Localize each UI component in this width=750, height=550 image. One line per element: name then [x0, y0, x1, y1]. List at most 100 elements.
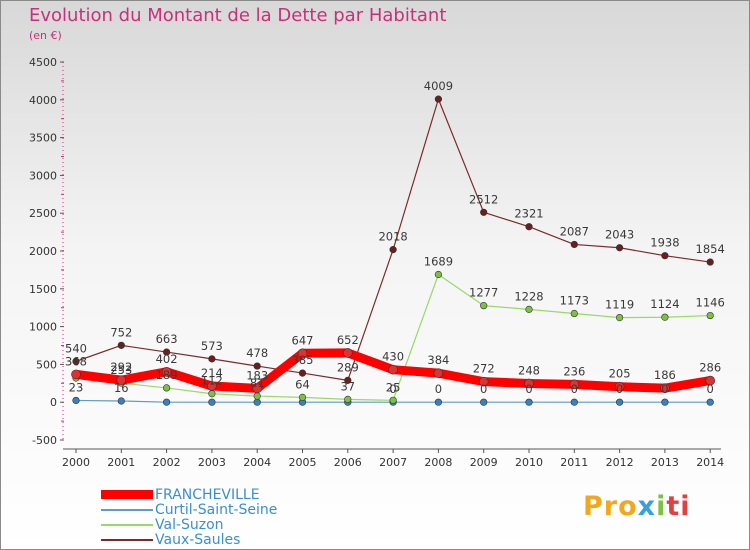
data-point [72, 357, 80, 365]
chart-title: Evolution du Montant de la Dette par Hab… [29, 5, 447, 26]
data-label: 430 [382, 350, 404, 364]
data-label: 368 [65, 354, 87, 368]
data-label: 272 [473, 362, 495, 376]
data-point [344, 395, 352, 404]
data-label: 0 [389, 382, 396, 396]
data-label: 1854 [696, 242, 725, 256]
data-point [208, 398, 216, 406]
data-label: 253 [110, 363, 132, 377]
x-tick-label: 2000 [62, 456, 90, 469]
data-label: 37 [340, 379, 355, 393]
data-point [117, 397, 125, 405]
x-tick-label: 2002 [153, 456, 181, 469]
data-point [163, 348, 171, 356]
data-label: 1938 [650, 236, 679, 250]
data-point [298, 369, 307, 377]
data-point [116, 375, 127, 385]
legend-item: Val-Suzon [101, 517, 277, 533]
data-label: 183 [246, 368, 268, 382]
data-label: 385 [292, 353, 314, 367]
data-point [298, 393, 307, 401]
data-label: 16 [114, 381, 129, 395]
data-label: 214 [201, 366, 223, 380]
data-label: 186 [654, 368, 676, 382]
data-point [705, 375, 716, 386]
data-point [253, 398, 261, 406]
data-label: 0 [707, 382, 714, 396]
y-tick-label: 0 [50, 396, 57, 409]
data-label: 189 [156, 368, 178, 382]
legend-label: FRANCHEVILLE [155, 486, 260, 503]
data-label: 292 [110, 360, 132, 374]
x-tick-label: 2007 [379, 456, 407, 469]
legend-label: Vaux-Saules [155, 531, 241, 548]
legend-swatch [101, 538, 153, 541]
data-label: 1277 [469, 286, 498, 300]
data-point [569, 379, 580, 390]
data-point [434, 95, 443, 103]
data-label: 23 [69, 380, 84, 394]
data-label: 573 [201, 339, 223, 353]
legend-item: Curtil-Saint-Seine [101, 501, 278, 518]
data-label: 2043 [605, 228, 634, 242]
data-label: 663 [156, 332, 178, 346]
proxiti-logo: Proxiti [583, 491, 691, 522]
data-label: 25 [386, 380, 401, 394]
data-point [389, 396, 397, 404]
data-label: 205 [609, 367, 631, 381]
data-label: 64 [295, 377, 310, 391]
data-label: 0 [525, 382, 532, 396]
x-tick-label: 2011 [560, 456, 588, 469]
data-label: 1173 [560, 294, 589, 308]
data-point [525, 223, 533, 231]
y-tick-label: 2500 [29, 207, 57, 220]
data-label: 236 [563, 364, 585, 378]
data-point [661, 398, 669, 406]
legend-swatch [101, 508, 153, 511]
data-label: 1146 [696, 296, 725, 310]
data-label: 0 [661, 382, 668, 396]
legend-label: Curtil-Saint-Seine [155, 501, 278, 518]
data-point [661, 252, 669, 260]
data-point [660, 383, 670, 393]
data-point [615, 398, 624, 406]
data-point [434, 398, 443, 406]
data-point [161, 367, 172, 377]
data-point [614, 381, 625, 392]
data-point [297, 348, 308, 359]
y-tick-label: 4500 [29, 56, 57, 69]
data-label: 0 [480, 382, 487, 396]
data-point [480, 398, 488, 406]
data-label: 248 [518, 363, 540, 377]
data-label: 2087 [560, 224, 589, 238]
data-point [163, 398, 171, 406]
data-point [661, 313, 669, 321]
data-point [252, 383, 263, 394]
data-label: 0 [435, 382, 442, 396]
data-point [163, 384, 171, 392]
x-tick-label: 2001 [107, 456, 135, 469]
data-point [434, 270, 443, 279]
data-point [706, 258, 714, 266]
data-point [615, 244, 624, 252]
data-point [478, 376, 489, 387]
data-point [342, 348, 353, 358]
data-label: 652 [337, 333, 359, 347]
data-label: 402 [156, 352, 178, 366]
data-point [570, 309, 578, 318]
data-point [344, 376, 352, 384]
data-point [117, 341, 125, 349]
data-label: 112 [201, 374, 223, 388]
data-label: 1124 [650, 297, 679, 311]
data-label: 1228 [514, 289, 543, 303]
x-tick-label: 2009 [470, 456, 498, 469]
data-point [706, 311, 714, 320]
data-label: 1689 [424, 255, 453, 269]
data-label: 0 [616, 382, 623, 396]
data-label: 647 [292, 333, 314, 347]
data-label: 2018 [378, 230, 407, 244]
data-label: 384 [427, 353, 449, 367]
x-tick-label: 2003 [198, 456, 226, 469]
